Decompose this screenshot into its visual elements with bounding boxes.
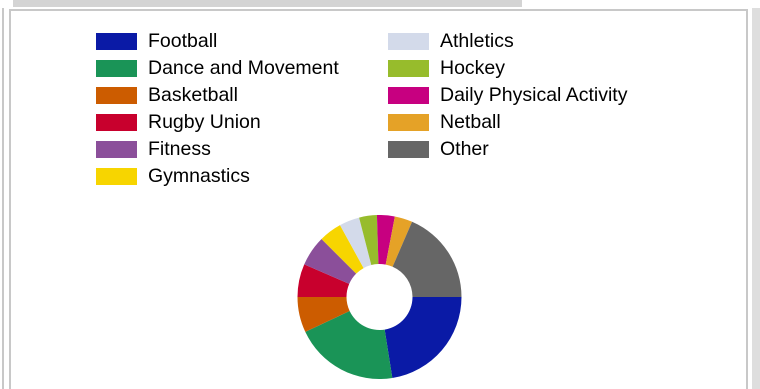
legend-item-gymnastics: Gymnastics — [96, 163, 388, 190]
donut-slice-daily-physical-activity — [376, 215, 395, 265]
legend-swatch — [96, 60, 137, 77]
legend-swatch — [388, 87, 429, 104]
legend-item-netball: Netball — [388, 109, 688, 136]
legend-swatch — [96, 168, 137, 185]
legend-swatch — [96, 141, 137, 158]
chart-legend: Football Dance and Movement Basketball R… — [96, 28, 688, 190]
donut-slice-other — [392, 221, 462, 297]
legend-item-daily-physical-activity: Daily Physical Activity — [388, 82, 688, 109]
legend-item-athletics: Athletics — [388, 28, 688, 55]
legend-swatch — [388, 114, 429, 131]
donut-slice-basketball — [297, 297, 350, 332]
frame-line — [2, 8, 4, 389]
legend-item-fitness: Fitness — [96, 136, 388, 163]
donut-slice-netball — [385, 216, 413, 267]
top-scroll-strip — [13, 0, 522, 7]
legend-swatch — [96, 87, 137, 104]
legend-label: Netball — [440, 110, 501, 133]
scrollbar-track[interactable] — [752, 8, 760, 389]
legend-item-basketball: Basketball — [96, 82, 388, 109]
legend-swatch — [388, 141, 429, 158]
legend-label: Basketball — [148, 83, 238, 106]
donut-slice-hockey — [359, 215, 379, 266]
legend-label: Rugby Union — [148, 110, 261, 133]
donut-slice-fitness — [304, 239, 357, 284]
legend-item-rugby-union: Rugby Union — [96, 109, 388, 136]
legend-swatch — [96, 114, 137, 131]
donut-slice-gymnastics — [321, 225, 364, 274]
legend-label: Football — [148, 29, 218, 52]
legend-item-other: Other — [388, 136, 688, 163]
legend-label: Fitness — [148, 137, 211, 160]
legend-item-dance-and-movement: Dance and Movement — [96, 55, 388, 82]
legend-item-football: Football — [96, 28, 388, 55]
legend-label: Dance and Movement — [148, 56, 339, 79]
legend-label: Athletics — [440, 29, 514, 52]
donut-slice-dance-and-movement — [305, 311, 393, 379]
legend-swatch — [388, 33, 429, 50]
legend-item-hockey: Hockey — [388, 55, 688, 82]
legend-label: Daily Physical Activity — [440, 83, 628, 106]
legend-swatch — [96, 33, 137, 50]
legend-label: Hockey — [440, 56, 506, 79]
legend-swatch — [388, 60, 429, 77]
donut-slice-rugby-union — [297, 264, 350, 297]
donut-slice-football — [384, 297, 462, 378]
donut-slice-athletics — [339, 217, 372, 269]
legend-label: Gymnastics — [148, 164, 250, 187]
legend-label: Other — [440, 137, 489, 160]
